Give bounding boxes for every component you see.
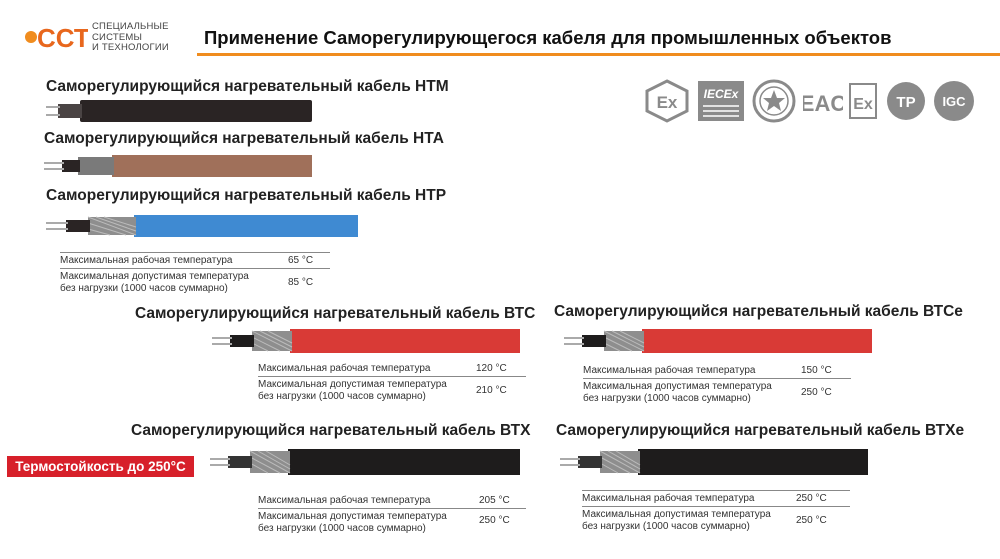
spec-max-allowed-value: 85 °С bbox=[288, 277, 314, 288]
cable-htp-image bbox=[46, 215, 358, 237]
spec-divider bbox=[60, 268, 330, 269]
igc-icon: IGC bbox=[934, 81, 974, 121]
spec-max-allowed-value: 250 °С bbox=[479, 515, 510, 526]
spec-max-allowed-value: 250 °С bbox=[796, 515, 827, 526]
logo-mark-text: ССТ bbox=[37, 23, 88, 53]
page-title: Применение Саморегулирующегося кабеля дл… bbox=[204, 27, 892, 48]
logo-line-1: СПЕЦИАЛЬНЫЕ bbox=[92, 21, 169, 32]
cable-hta-title: Саморегулирующийся нагревательный кабель… bbox=[44, 130, 444, 147]
title-underline bbox=[197, 53, 1000, 56]
ex-hexagon-text: Ex bbox=[657, 93, 678, 112]
spec-max-allowed-label-2: без нагрузки (1000 часов суммарно) bbox=[60, 283, 228, 294]
spec-max-allowed-label-2: без нагрузки (1000 часов суммарно) bbox=[258, 391, 426, 402]
tr-text: ТР bbox=[896, 94, 915, 111]
cable-btce-title: Саморегулирующийся нагревательный кабель… bbox=[554, 303, 963, 320]
spec-max-allowed-label-2: без нагрузки (1000 часов суммарно) bbox=[582, 521, 750, 532]
cable-btc-image bbox=[212, 329, 520, 353]
cable-btce-image bbox=[564, 329, 872, 353]
eac-text: EAC bbox=[803, 91, 843, 116]
ex-box-icon: Ex bbox=[849, 83, 877, 119]
logo-text: СПЕЦИАЛЬНЫЕ СИСТЕМЫ И ТЕХНОЛОГИИ bbox=[92, 21, 169, 54]
cable-htp-specs: Максимальная рабочая температура 65 °С М… bbox=[60, 252, 330, 297]
spec-max-allowed-label-1: Максимальная допустимая температура bbox=[583, 381, 772, 392]
logo-line-3: И ТЕХНОЛОГИИ bbox=[92, 42, 169, 53]
cable-btce-specs: Максимальная рабочая температура 150 °С … bbox=[583, 363, 851, 408]
cable-btx-title: Саморегулирующийся нагревательный кабель… bbox=[131, 422, 531, 439]
spec-divider bbox=[258, 508, 526, 509]
certification-seal-icon bbox=[752, 79, 796, 123]
tr-icon: ТР bbox=[887, 82, 925, 120]
cable-btx-specs: Максимальная рабочая температура 205 °С … bbox=[258, 493, 526, 538]
iecex-icon: IECEx bbox=[698, 81, 744, 121]
cable-htm-image bbox=[46, 100, 312, 122]
spec-max-working-label: Максимальная рабочая температура bbox=[60, 255, 233, 266]
spec-max-allowed-label-1: Максимальная допустимая температура bbox=[258, 379, 447, 390]
cable-btx-image bbox=[210, 449, 520, 475]
logo-line-2: СИСТЕМЫ bbox=[92, 31, 143, 43]
cable-htp-title: Саморегулирующийся нагревательный кабель… bbox=[46, 187, 447, 204]
spec-max-working-label: Максимальная рабочая температура bbox=[258, 363, 431, 374]
spec-divider bbox=[583, 378, 851, 379]
spec-max-allowed-label-1: Максимальная допустимая температура bbox=[60, 271, 249, 282]
cable-btc-title: Саморегулирующийся нагревательный кабель… bbox=[135, 305, 536, 322]
ex-hexagon-icon: Ex bbox=[645, 79, 689, 123]
spec-max-working-label: Максимальная рабочая температура bbox=[258, 495, 431, 506]
company-logo: ССТ bbox=[25, 23, 88, 53]
cable-btxe-image bbox=[560, 449, 868, 475]
spec-max-allowed-label-2: без нагрузки (1000 часов суммарно) bbox=[583, 393, 751, 404]
cable-btxe-specs: Максимальная рабочая температура 250 °С … bbox=[582, 490, 850, 535]
spec-max-working-value: 150 °С bbox=[801, 365, 832, 376]
cable-htm-title: Саморегулирующийся нагревательный кабель… bbox=[46, 78, 449, 95]
heat-resistance-badge: Термостойкость до 250°С bbox=[7, 456, 194, 477]
igc-text: IGC bbox=[942, 94, 966, 109]
spec-divider bbox=[582, 506, 850, 507]
cable-hta-image bbox=[44, 155, 312, 177]
spec-divider bbox=[582, 490, 850, 491]
spec-max-allowed-label-1: Максимальная допустимая температура bbox=[258, 511, 447, 522]
cable-btc-specs: Максимальная рабочая температура 120 °С … bbox=[258, 361, 526, 406]
spec-max-allowed-label-1: Максимальная допустимая температура bbox=[582, 509, 771, 520]
spec-max-allowed-value: 210 °С bbox=[476, 385, 507, 396]
spec-max-working-value: 250 °С bbox=[796, 493, 827, 504]
iecex-text: IECEx bbox=[704, 87, 740, 101]
spec-max-working-value: 205 °С bbox=[479, 495, 510, 506]
spec-max-working-label: Максимальная рабочая температура bbox=[583, 365, 756, 376]
eac-icon: EAC bbox=[803, 91, 843, 116]
spec-max-allowed-label-2: без нагрузки (1000 часов суммарно) bbox=[258, 523, 426, 534]
spec-max-working-value: 120 °С bbox=[476, 363, 507, 374]
cable-btxe-title: Саморегулирующийся нагревательный кабель… bbox=[556, 422, 965, 439]
spec-max-allowed-value: 250 °С bbox=[801, 387, 832, 398]
spec-divider bbox=[60, 252, 330, 253]
spec-divider bbox=[258, 376, 526, 377]
spec-max-working-label: Максимальная рабочая температура bbox=[582, 493, 755, 504]
ex-box-text: Ex bbox=[853, 96, 873, 113]
spec-max-working-value: 65 °С bbox=[288, 255, 314, 266]
